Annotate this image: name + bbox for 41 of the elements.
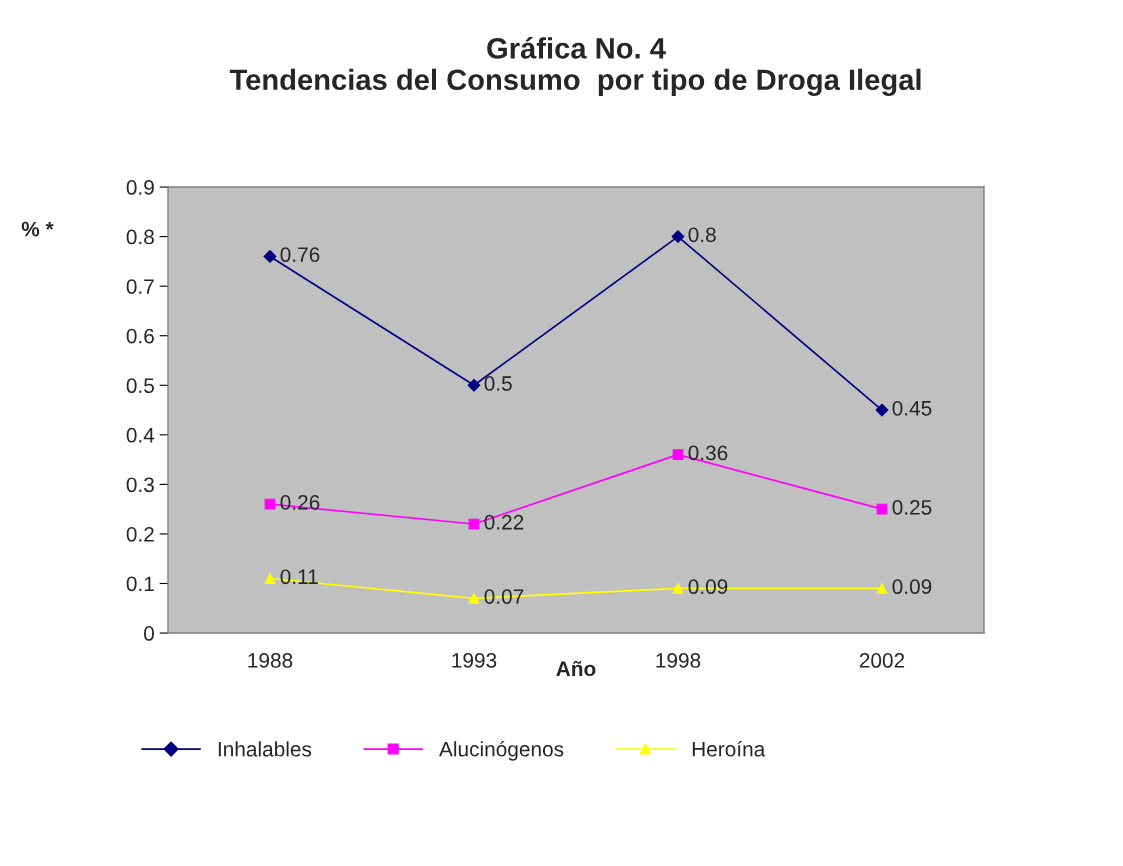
x-tick-label: 2002 xyxy=(859,653,905,668)
point xyxy=(467,378,481,392)
y-tick-label: 0.6 xyxy=(126,328,154,344)
y-tick-label: 0.4 xyxy=(126,427,155,443)
y-tick-label: 0.1 xyxy=(126,576,154,592)
data-label: 0.76 xyxy=(280,247,320,263)
chart-title: Gráfica No. 4 Tendencias del Consumo por tipo de Droga Ilegal xyxy=(229,37,921,97)
y-tick-label: 0.5 xyxy=(126,378,154,394)
x-tick-label: 1993 xyxy=(452,653,497,668)
y-tick-label: 0.7 xyxy=(126,279,154,294)
data-label: 0.36 xyxy=(688,445,728,461)
data-label: 0.26 xyxy=(280,495,320,510)
y-tick-label: 0.9 xyxy=(126,180,154,195)
data-label: 0.11 xyxy=(280,569,318,585)
x-axis-title: Año xyxy=(556,660,596,677)
point xyxy=(876,503,888,515)
legend-label: Alucinógenos xyxy=(439,740,564,761)
data-label: 0.09 xyxy=(892,579,932,595)
point xyxy=(264,498,276,510)
point xyxy=(468,592,480,604)
data-label: 0.25 xyxy=(892,500,932,515)
y-tick-label: 0.2 xyxy=(126,526,154,542)
y-axis-title: % * xyxy=(21,221,54,237)
data-label: 0.22 xyxy=(484,514,524,530)
point xyxy=(672,449,684,461)
point xyxy=(671,230,685,244)
data-label: 0.45 xyxy=(892,400,932,416)
x-tick-label: 1998 xyxy=(656,653,701,668)
point xyxy=(876,583,888,594)
y-tick-label: 0.3 xyxy=(126,477,154,493)
point xyxy=(672,583,684,594)
legend-label: Inhalables xyxy=(218,741,312,757)
point xyxy=(264,573,276,584)
data-label: 0.5 xyxy=(484,376,512,391)
y-tick-label: 0.8 xyxy=(126,229,154,245)
x-tick-label: 1988 xyxy=(248,653,293,668)
data-label: 0.8 xyxy=(688,227,716,243)
legend-label: Heroína xyxy=(692,740,766,757)
point xyxy=(263,250,277,263)
y-tick-label: 0 xyxy=(144,626,154,641)
point xyxy=(875,403,889,417)
